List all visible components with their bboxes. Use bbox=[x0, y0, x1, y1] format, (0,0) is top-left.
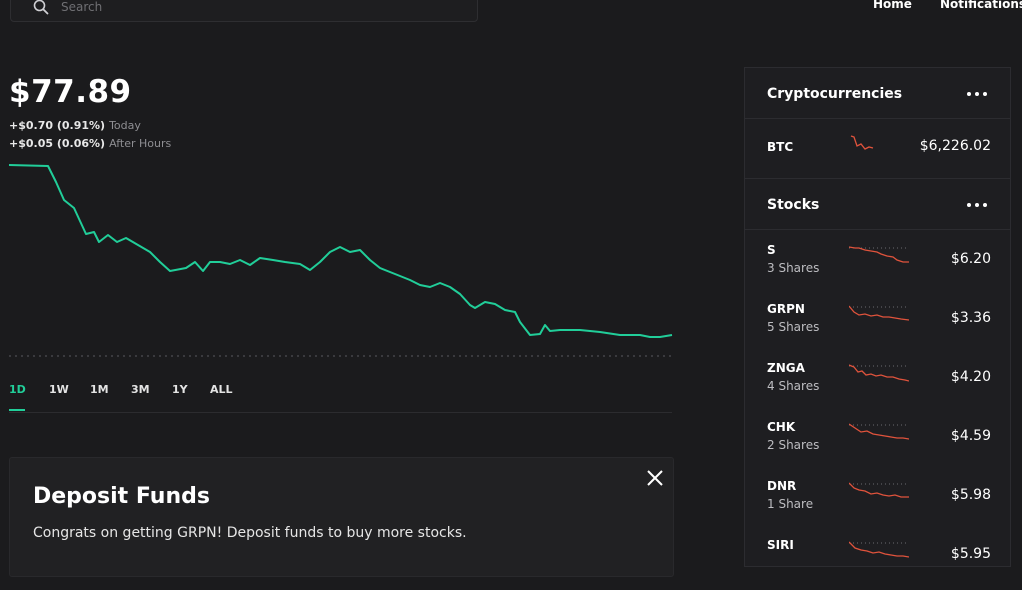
crypto-row-btc[interactable]: BTC $6,226.02 bbox=[745, 132, 1010, 190]
stock-price: $77.89 bbox=[9, 74, 132, 110]
divider bbox=[745, 118, 1010, 119]
after-hours-label: After Hours bbox=[109, 137, 172, 150]
stock-value: $4.59 bbox=[950, 428, 991, 444]
divider bbox=[745, 229, 1010, 230]
stock-row-s[interactable]: S 3 Shares $6.20 bbox=[745, 237, 1010, 295]
stock-shares: 5 Shares bbox=[767, 320, 820, 334]
stock-value: $5.95 bbox=[950, 546, 991, 562]
stock-symbol: SIRI bbox=[767, 538, 794, 552]
close-icon[interactable] bbox=[646, 469, 664, 487]
crypto-section-title: Cryptocurrencies bbox=[767, 86, 903, 102]
stock-shares: 2 Shares bbox=[767, 438, 820, 452]
sparkline bbox=[849, 246, 909, 263]
stocks-section-title: Stocks bbox=[767, 197, 820, 213]
divider bbox=[745, 178, 1010, 179]
sparkline bbox=[849, 541, 909, 558]
stock-symbol: ZNGA bbox=[767, 361, 805, 375]
sparkline bbox=[850, 135, 874, 150]
more-icon[interactable] bbox=[965, 200, 989, 210]
stock-value: $6.20 bbox=[950, 251, 991, 267]
stock-value: $4.20 bbox=[950, 369, 991, 385]
range-all[interactable]: ALL bbox=[210, 383, 233, 396]
stock-row-chk[interactable]: CHK 2 Shares $4.59 bbox=[745, 414, 1010, 472]
range-1d[interactable]: 1D bbox=[9, 383, 26, 396]
sparkline bbox=[849, 364, 909, 382]
today-change: +$0.70 (0.91%) bbox=[9, 119, 106, 132]
search-box[interactable] bbox=[10, 0, 478, 22]
sparkline bbox=[849, 482, 909, 498]
stock-shares: 3 Shares bbox=[767, 261, 820, 275]
stock-symbol: GRPN bbox=[767, 302, 805, 316]
today-change-row: +$0.70 (0.91%) Today bbox=[9, 119, 141, 132]
stock-shares: 1 Share bbox=[767, 497, 814, 511]
deposit-message: Congrats on getting GRPN! Deposit funds … bbox=[33, 525, 467, 541]
stock-row-siri[interactable]: SIRI $5.95 bbox=[745, 532, 1010, 590]
nav-notifications[interactable]: Notifications bbox=[940, 0, 1022, 11]
watchlist-sidebar: Cryptocurrencies BTC $6,226.02 Stocks S … bbox=[744, 67, 1011, 567]
stock-symbol: S bbox=[767, 243, 776, 257]
stock-value: $5.98 bbox=[950, 487, 991, 503]
stock-row-grpn[interactable]: GRPN 5 Shares $3.36 bbox=[745, 296, 1010, 354]
search-input[interactable] bbox=[61, 0, 361, 14]
sparkline bbox=[849, 423, 909, 440]
divider bbox=[9, 412, 672, 413]
nav-home[interactable]: Home bbox=[873, 0, 912, 11]
sparkline bbox=[849, 305, 909, 321]
more-icon[interactable] bbox=[965, 89, 989, 99]
stock-shares: 4 Shares bbox=[767, 379, 820, 393]
after-hours-change: +$0.05 (0.06%) bbox=[9, 137, 106, 150]
deposit-title: Deposit Funds bbox=[33, 484, 210, 509]
active-range-indicator bbox=[9, 409, 25, 411]
range-1y[interactable]: 1Y bbox=[172, 383, 188, 396]
price-line bbox=[8, 164, 673, 338]
stock-value: $3.36 bbox=[950, 310, 991, 326]
stock-symbol: CHK bbox=[767, 420, 796, 434]
after-hours-row: +$0.05 (0.06%) After Hours bbox=[9, 137, 171, 150]
stock-row-dnr[interactable]: DNR 1 Share $5.98 bbox=[745, 473, 1010, 531]
crypto-value: $6,226.02 bbox=[919, 138, 991, 154]
range-1w[interactable]: 1W bbox=[49, 383, 69, 396]
price-chart bbox=[8, 164, 673, 357]
crypto-symbol: BTC bbox=[767, 140, 794, 154]
stock-symbol: DNR bbox=[767, 479, 797, 493]
range-3m[interactable]: 3M bbox=[131, 383, 150, 396]
deposit-funds-card: Deposit Funds Congrats on getting GRPN! … bbox=[9, 457, 674, 577]
range-1m[interactable]: 1M bbox=[90, 383, 109, 396]
stock-row-znga[interactable]: ZNGA 4 Shares $4.20 bbox=[745, 355, 1010, 413]
search-icon bbox=[33, 0, 49, 15]
today-label: Today bbox=[109, 119, 141, 132]
